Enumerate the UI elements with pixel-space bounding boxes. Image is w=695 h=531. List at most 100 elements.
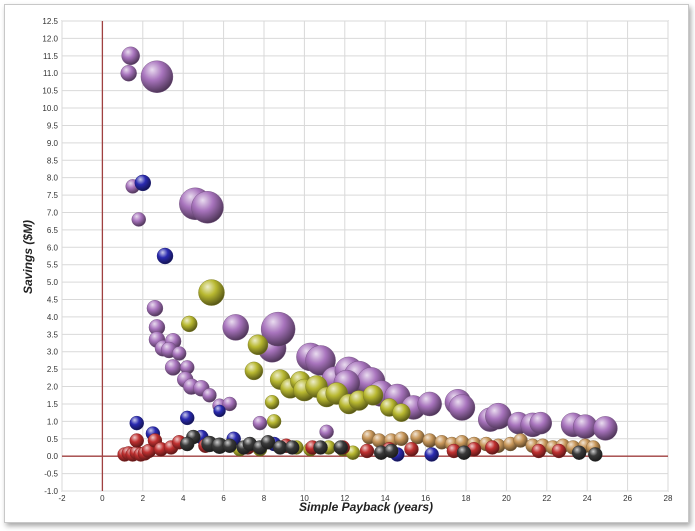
bubble [252,415,268,431]
y-tick-label: 9.5 [47,121,59,130]
bubble [485,402,512,430]
y-tick-label: 11.5 [43,52,59,61]
y-tick-label: 11.0 [43,69,59,78]
bubble [485,440,500,455]
bubble [247,334,269,355]
bubble [422,433,437,448]
bubble [222,314,249,341]
chart-frame: -2 0 2 4 6 8 10 12 14 16 18 20 22 24 26 28 -1.0 -0.5 0.0 0… [4,4,689,523]
y-tick-label: 8.0 [47,174,59,183]
y-axis-title: Savings ($M) [21,220,35,294]
bubble [571,445,587,460]
x-tick-labels: -2 0 2 4 6 8 10 12 14 16 18 20 22 24 26 28 [58,494,673,503]
bubble [333,440,348,455]
bubble [260,311,296,347]
bubble [129,433,144,448]
bubble [272,440,288,455]
bubble [121,46,140,66]
y-tick-labels: -1.0 -0.5 0.0 0.5 1.0 1.5 2.0 2.5 3.0 3.5 4.0 4.5 5.… [42,17,58,496]
y-tick-label: 0.0 [47,452,59,461]
bubble [392,403,411,422]
y-tick-label: 0.5 [47,435,59,444]
bubble [513,433,528,448]
y-tick-label: 6.0 [47,243,59,252]
bubble-chart: -2 0 2 4 6 8 10 12 14 16 18 20 22 24 26 28 -1.0-0.50.00… [21,17,673,514]
bubble [305,345,336,376]
y-tick-label: 2.5 [47,365,59,374]
bubble [264,395,280,410]
x-tick-label: 18 [462,494,471,503]
bubble [146,300,164,317]
x-tick-label: -2 [58,494,66,503]
bubble [531,443,546,459]
bubble [180,436,195,452]
x-tick-label: 6 [221,494,226,503]
y-tick-label: 7.0 [47,208,59,217]
bubble [285,440,300,455]
y-tick-label: 2.0 [47,383,59,392]
y-tick-label: -1.0 [44,487,58,496]
bubble [198,279,225,306]
x-tick-label: 20 [502,494,511,503]
bubble [588,447,603,462]
bubble [260,435,276,450]
y-tick-label: 5.5 [47,261,59,270]
y-tick-label: 1.5 [47,400,59,409]
bubble [140,60,174,93]
bubble [222,438,237,453]
bubble [171,346,187,361]
bubble [394,431,409,446]
y-tick-label: 7.5 [47,191,59,200]
bubble [410,429,425,445]
y-tick-label: 3.0 [47,348,59,357]
x-tick-label: 22 [542,494,551,503]
y-tick-label: 12.5 [42,17,58,26]
x-tick-label: 16 [421,494,430,503]
bubbles [117,46,618,462]
bubble [417,391,442,417]
bubble [181,315,198,333]
bubble [313,440,328,455]
bubble [244,361,264,381]
bubble [156,247,174,265]
x-tick-label: 26 [623,494,632,503]
bubble [384,443,399,459]
x-tick-label: 0 [100,494,105,503]
y-tick-label: 4.5 [47,296,59,305]
bubble [266,414,282,429]
bubble [213,404,226,418]
bubble [120,65,137,82]
y-tick-label: 1.0 [47,417,59,426]
bubble [222,396,237,412]
bubble [164,359,182,376]
x-axis-title: Simple Payback (years) [299,500,433,514]
bubble [191,191,224,224]
y-tick-label: 6.5 [47,226,59,235]
bubble [359,443,375,459]
y-tick-label: 10.5 [42,87,58,96]
x-tick-label: 24 [583,494,592,503]
bubble [448,394,476,421]
y-tick-label: 3.5 [47,330,59,339]
bubble [319,424,334,440]
x-tick-label: 12 [340,494,349,503]
series-5 [180,429,603,462]
bubble [404,442,419,457]
bubble [129,415,144,431]
y-tick-label: 4.0 [47,313,59,322]
x-tick-label: 4 [181,494,186,503]
x-tick-label: 28 [664,494,673,503]
bubble [424,447,439,462]
x-tick-label: 8 [262,494,267,503]
bubble [456,445,472,460]
y-tick-label: 8.5 [47,156,59,165]
bubble [362,385,384,406]
y-tick-label: 12.0 [42,34,58,43]
y-tick-label: 10.0 [42,104,58,113]
y-tick-label: 5.0 [47,278,59,287]
y-tick-label: 9.0 [47,139,59,148]
bubble [202,388,217,403]
series-0 [120,46,618,441]
bubble [134,174,152,192]
bubble [529,411,552,435]
